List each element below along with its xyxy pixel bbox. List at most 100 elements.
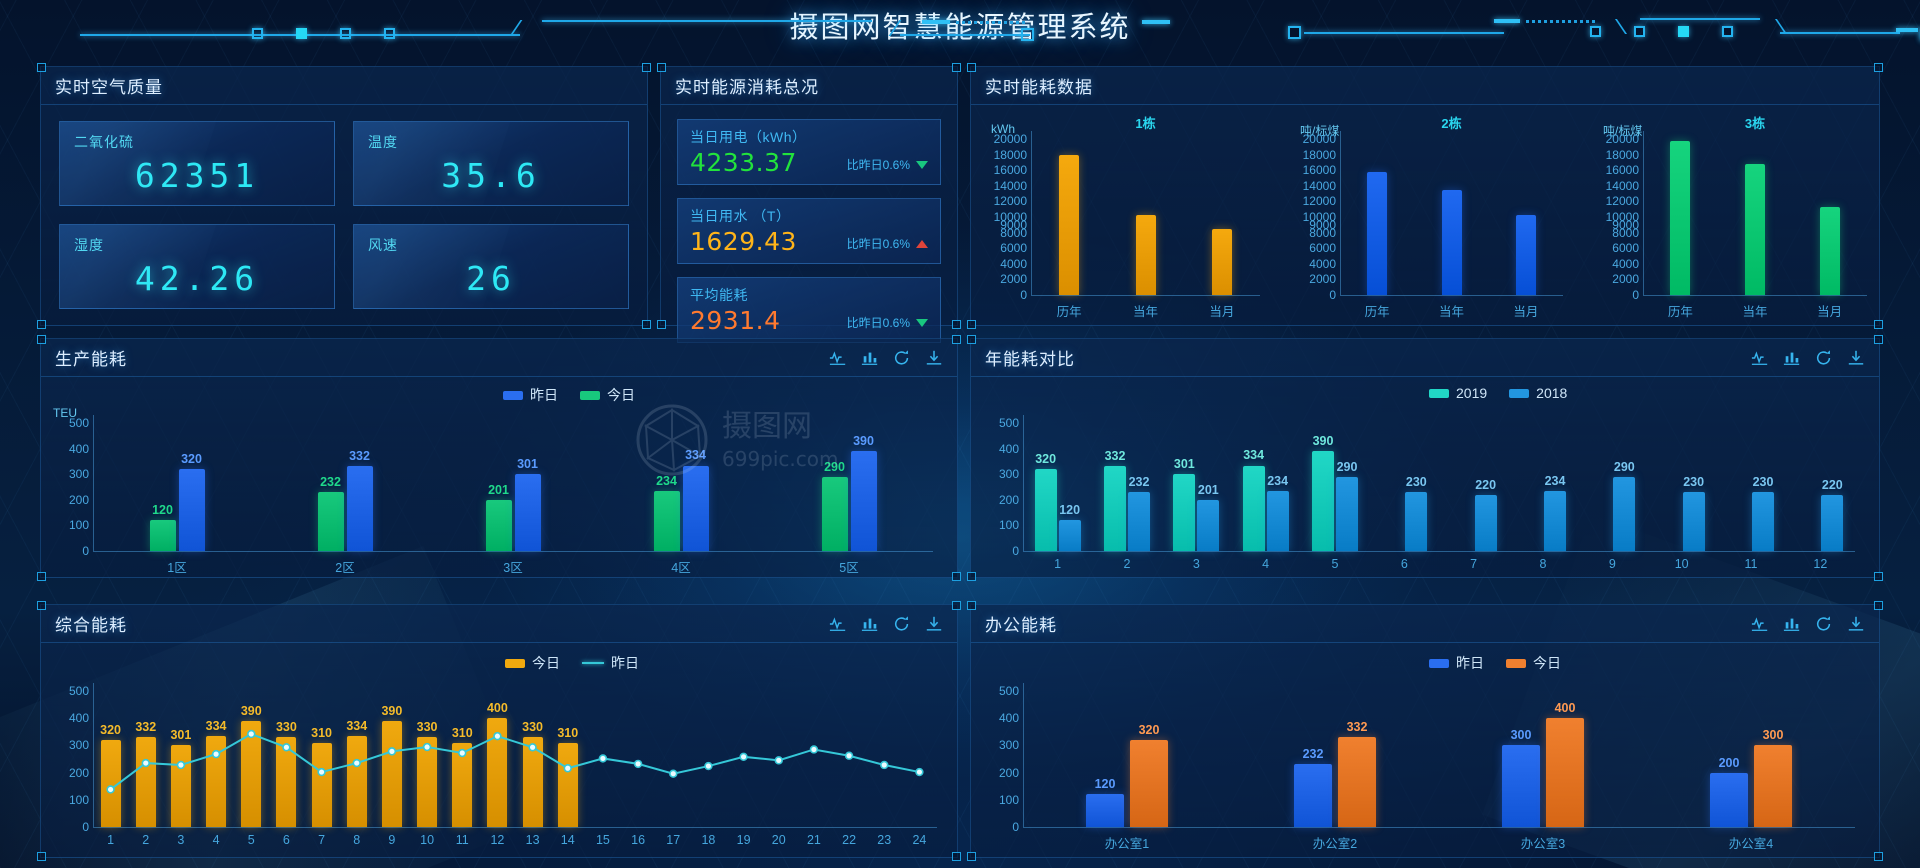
chart-legend-item-year_compare-0[interactable]: 2019 xyxy=(1429,385,1487,401)
chart-bar-comprehensive-0-6[interactable] xyxy=(311,742,332,827)
chart-y-tick-comprehensive-1: 100 xyxy=(68,792,89,807)
chart-bar-office-0-0[interactable] xyxy=(1086,794,1124,827)
chart-legend-item-production-0[interactable]: 昨日 xyxy=(503,385,558,405)
chart-y-tick-building1-2: 4000 xyxy=(1000,256,1027,271)
chart-bar-production-0-0[interactable] xyxy=(149,520,176,551)
chart-bar-office-0-1[interactable] xyxy=(1294,763,1332,827)
download-icon[interactable] xyxy=(925,615,943,633)
chart-bar-building2-0-2[interactable] xyxy=(1515,215,1536,295)
chart-bar-comprehensive-0-0[interactable] xyxy=(100,739,121,827)
pulse-chart-icon[interactable] xyxy=(1751,349,1769,367)
chart-bar-comprehensive-0-9[interactable] xyxy=(417,737,438,827)
chart-bar-office-0-2[interactable] xyxy=(1502,745,1540,827)
chart-bar-comprehensive-0-4[interactable] xyxy=(241,720,262,827)
chart-bar-building1-0-2[interactable] xyxy=(1211,229,1232,295)
chart-bar-building3-0-1[interactable] xyxy=(1745,163,1765,295)
chart-bar-year_compare-1-6[interactable] xyxy=(1474,494,1497,551)
refresh-icon[interactable] xyxy=(893,615,911,633)
chart-bar-year_compare-1-5[interactable] xyxy=(1405,492,1428,551)
chart-bar-office-0-3[interactable] xyxy=(1710,772,1748,827)
chart-bar-comprehensive-0-8[interactable] xyxy=(381,720,402,827)
chart-bar-production-1-4[interactable] xyxy=(850,451,877,551)
chart-x-tick-comprehensive-9: 10 xyxy=(420,833,435,847)
chart-legend-item-production-1[interactable]: 今日 xyxy=(580,385,635,405)
pulse-chart-icon[interactable] xyxy=(829,349,847,367)
chart-bar-year_compare-1-8[interactable] xyxy=(1613,476,1636,551)
chart-bar-year_compare-0-4[interactable] xyxy=(1312,451,1334,551)
chart-bar-year_compare-1-3[interactable] xyxy=(1266,491,1289,551)
chart-bar-comprehensive-0-12[interactable] xyxy=(522,737,543,827)
chart-bar-year_compare-1-0[interactable] xyxy=(1058,520,1081,551)
chart-bar-production-0-4[interactable] xyxy=(821,476,848,551)
chart-bar-year_compare-1-2[interactable] xyxy=(1197,499,1220,551)
bar-chart-icon[interactable] xyxy=(861,615,879,633)
chart-bar-year_compare-0-0[interactable] xyxy=(1034,469,1057,551)
chart-bar-production-0-1[interactable] xyxy=(317,491,344,551)
chart-bar-building1-0-0[interactable] xyxy=(1059,154,1080,295)
panel-air-quality-title: 实时空气质量 xyxy=(55,78,163,97)
download-icon[interactable] xyxy=(925,349,943,367)
chart-legend-item-comprehensive-0[interactable]: 今日 xyxy=(505,653,560,673)
chart-legend-item-comprehensive-1[interactable]: 昨日 xyxy=(582,653,639,673)
chart-bar-production-1-3[interactable] xyxy=(682,465,709,551)
chart-bar-year_compare-1-10[interactable] xyxy=(1752,492,1774,551)
chart-bar-comprehensive-0-2[interactable] xyxy=(170,745,191,827)
bar-chart-icon[interactable] xyxy=(1783,349,1801,367)
chart-bar-year_compare-1-9[interactable] xyxy=(1682,492,1705,551)
pulse-chart-icon[interactable] xyxy=(1751,615,1769,633)
bar-chart-icon[interactable] xyxy=(861,349,879,367)
chart-bar-label-office-1-2: 400 xyxy=(1554,701,1576,716)
air-quality-value-temperature: 35.6 xyxy=(441,156,541,195)
chart-bar-comprehensive-0-1[interactable] xyxy=(135,736,156,827)
chart-legend-label-comprehensive-0: 今日 xyxy=(532,655,560,671)
chart-bar-building1-0-1[interactable] xyxy=(1135,214,1156,295)
chart-bar-production-0-3[interactable] xyxy=(653,491,680,551)
chart-bar-year_compare-0-1[interactable] xyxy=(1104,466,1126,551)
chart-legend-item-office-1[interactable]: 今日 xyxy=(1506,653,1561,673)
chart-bar-year_compare-1-11[interactable] xyxy=(1821,494,1844,551)
energy-summary-card-electricity: 当日用电（kWh） 4233.37 比昨日0.6% xyxy=(677,119,941,185)
chart-bar-year_compare-1-7[interactable] xyxy=(1544,491,1566,551)
chart-y-tick-building2-5: 9000 xyxy=(1309,217,1336,232)
chart-bar-office-1-1[interactable] xyxy=(1338,736,1376,827)
chart-bar-office-1-0[interactable] xyxy=(1130,739,1168,827)
chart-bar-comprehensive-0-3[interactable] xyxy=(206,736,227,827)
chart-bar-production-0-2[interactable] xyxy=(485,499,512,551)
refresh-icon[interactable] xyxy=(1815,349,1833,367)
chart-bar-year_compare-1-1[interactable] xyxy=(1128,491,1150,551)
chart-y-tick-office-4: 400 xyxy=(998,711,1019,726)
chart-legend-item-office-0[interactable]: 昨日 xyxy=(1429,653,1484,673)
chart-x-axis-building3 xyxy=(1643,295,1867,296)
chart-bar-comprehensive-0-5[interactable] xyxy=(276,737,297,827)
chart-bar-production-1-0[interactable] xyxy=(178,469,205,551)
chart-bar-building3-0-0[interactable] xyxy=(1670,140,1691,295)
bar-chart-icon[interactable] xyxy=(1783,615,1801,633)
chart-bar-building2-0-0[interactable] xyxy=(1367,171,1388,295)
header-square-3 xyxy=(340,28,351,39)
chart-bar-year_compare-0-3[interactable] xyxy=(1242,465,1265,551)
chart-x-tick-comprehensive-8: 9 xyxy=(388,833,396,847)
chart-bar-building3-0-2[interactable] xyxy=(1819,206,1840,295)
chart-legend-item-year_compare-1[interactable]: 2018 xyxy=(1509,385,1567,401)
download-icon[interactable] xyxy=(1847,615,1865,633)
chart-bar-production-1-1[interactable] xyxy=(346,466,373,551)
chart-bar-year_compare-1-4[interactable] xyxy=(1336,476,1358,551)
download-icon[interactable] xyxy=(1847,349,1865,367)
chart-bar-year_compare-0-2[interactable] xyxy=(1173,473,1196,551)
chart-bar-comprehensive-0-13[interactable] xyxy=(557,742,578,827)
header-deco-line-left3 xyxy=(900,34,1030,36)
chart-bar-office-1-3[interactable] xyxy=(1754,745,1792,827)
chart-bar-label-year_compare-0-3: 334 xyxy=(1243,448,1265,463)
header-right-line-a xyxy=(1304,32,1504,34)
pulse-chart-icon[interactable] xyxy=(829,615,847,633)
chart-bar-production-1-2[interactable] xyxy=(514,473,541,551)
chart-bar-comprehensive-0-7[interactable] xyxy=(346,736,367,827)
refresh-icon[interactable] xyxy=(893,349,911,367)
energy-summary-compare-average: 比昨日0.6% xyxy=(847,314,928,335)
refresh-icon[interactable] xyxy=(1815,615,1833,633)
chart-bar-comprehensive-0-11[interactable] xyxy=(487,718,508,827)
chart-bar-label-year_compare-0-0: 320 xyxy=(1035,452,1057,467)
chart-bar-comprehensive-0-10[interactable] xyxy=(452,742,473,827)
chart-bar-office-1-2[interactable] xyxy=(1546,718,1584,827)
chart-bar-building2-0-1[interactable] xyxy=(1441,190,1462,295)
